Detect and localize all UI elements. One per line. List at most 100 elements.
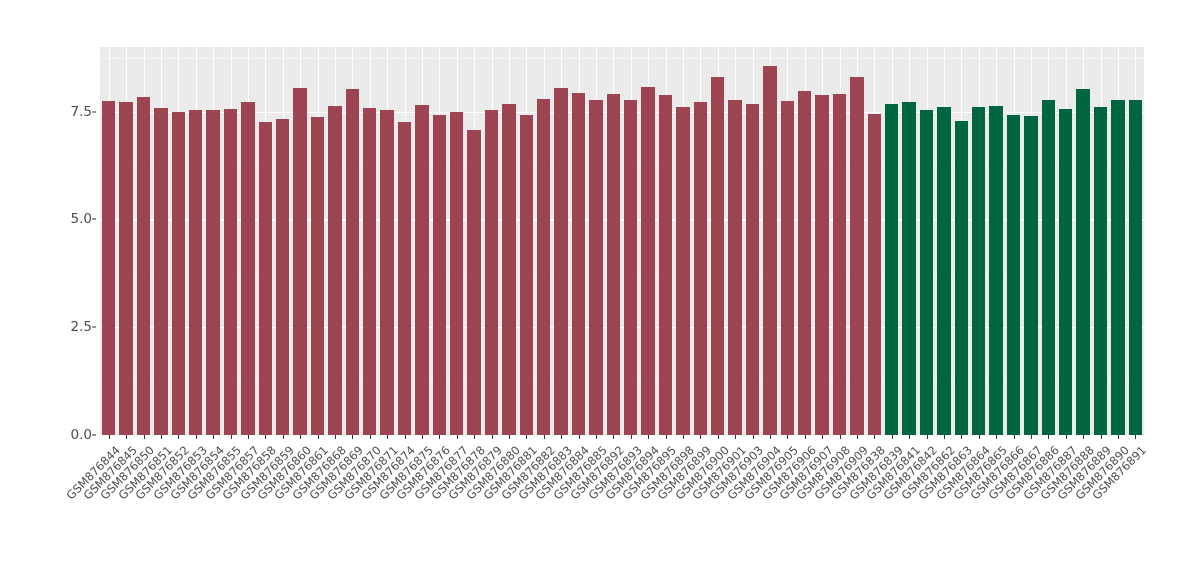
bar[interactable] — [415, 104, 429, 435]
bar[interactable] — [1076, 89, 1090, 435]
bar[interactable] — [1111, 100, 1125, 435]
bar[interactable] — [467, 129, 481, 435]
bar[interactable] — [397, 122, 412, 435]
x-axis-tick-mark — [508, 435, 510, 439]
x-axis-tick-mark — [213, 435, 215, 439]
bar[interactable] — [554, 87, 568, 435]
x-axis-tick-mark — [404, 435, 406, 439]
bar[interactable] — [902, 102, 916, 435]
bar[interactable] — [745, 103, 760, 435]
bar[interactable] — [189, 109, 203, 435]
bar[interactable] — [276, 119, 290, 435]
x-axis-tick-mark — [1030, 435, 1032, 439]
bar[interactable] — [537, 98, 551, 435]
x-axis-tick-mark — [1048, 435, 1050, 439]
bar[interactable] — [1041, 99, 1055, 435]
x-axis-tick-mark — [317, 435, 319, 439]
bar[interactable] — [763, 65, 777, 435]
x-axis-tick-mark — [578, 435, 580, 439]
bar[interactable] — [1128, 99, 1142, 435]
bar[interactable] — [1093, 106, 1108, 435]
x-axis-tick-mark — [856, 435, 858, 439]
x-axis-tick-mark — [143, 435, 145, 439]
bar[interactable] — [1024, 115, 1038, 435]
bar[interactable] — [937, 106, 951, 435]
bar[interactable] — [780, 101, 794, 435]
x-axis-tick-mark — [1083, 435, 1085, 439]
x-axis-tick-mark — [369, 435, 371, 439]
grid-line-minor — [100, 273, 1144, 275]
bar[interactable] — [223, 108, 238, 435]
bar[interactable] — [728, 99, 742, 435]
bar[interactable] — [693, 102, 707, 435]
plot-panel — [100, 47, 1144, 435]
bar[interactable] — [1059, 109, 1073, 435]
bar[interactable] — [589, 100, 603, 435]
bar[interactable] — [972, 107, 986, 435]
bar[interactable] — [641, 86, 655, 435]
bar[interactable] — [380, 109, 394, 435]
x-axis-tick-mark — [439, 435, 441, 439]
bar[interactable] — [136, 97, 151, 435]
x-axis-tick-marks — [100, 435, 1144, 441]
bar[interactable] — [241, 102, 255, 435]
bar[interactable] — [815, 95, 829, 435]
bar[interactable] — [258, 122, 272, 435]
bar[interactable] — [310, 116, 325, 435]
bar[interactable] — [798, 90, 812, 435]
bar[interactable] — [606, 94, 620, 435]
y-axis-tick-label: 0.0 — [70, 427, 92, 443]
bar[interactable] — [171, 111, 185, 435]
bar[interactable] — [658, 95, 673, 435]
bar[interactable] — [885, 103, 899, 435]
bar[interactable] — [832, 94, 847, 435]
bar[interactable] — [484, 109, 499, 435]
bar[interactable] — [1006, 115, 1021, 435]
x-axis-tick-mark — [1135, 435, 1137, 439]
x-axis-tick-mark — [108, 435, 110, 439]
bar[interactable] — [850, 76, 864, 435]
bar[interactable] — [154, 107, 168, 435]
y-axis-tick-mark — [92, 218, 96, 220]
x-axis-tick-mark — [1117, 435, 1119, 439]
bar[interactable] — [989, 105, 1003, 435]
x-axis-tick-mark — [909, 435, 911, 439]
bar[interactable] — [954, 121, 968, 435]
x-axis-tick-mark — [1065, 435, 1067, 439]
bar[interactable] — [502, 103, 516, 435]
x-axis-tick-mark — [700, 435, 702, 439]
x-axis-tick-mark — [300, 435, 302, 439]
bar[interactable] — [624, 99, 638, 435]
bar[interactable] — [919, 109, 934, 435]
bar[interactable] — [867, 113, 881, 435]
grid-line-major — [100, 219, 1144, 221]
x-axis-tick-mark — [891, 435, 893, 439]
bar[interactable] — [363, 107, 377, 435]
bar[interactable] — [293, 88, 307, 435]
x-axis-tick-mark — [804, 435, 806, 439]
x-axis-tick-mark — [996, 435, 998, 439]
x-axis-tick-mark — [126, 435, 128, 439]
bar[interactable] — [450, 112, 464, 435]
y-axis-tick-mark — [92, 111, 96, 113]
x-axis-tick-mark — [682, 435, 684, 439]
y-axis-tick-mark — [92, 434, 96, 436]
x-axis-tick-mark — [334, 435, 336, 439]
x-axis-tick-mark — [613, 435, 615, 439]
bar[interactable] — [206, 109, 220, 435]
bar[interactable] — [432, 115, 446, 435]
x-axis-tick-mark — [874, 435, 876, 439]
bar[interactable] — [102, 101, 116, 435]
bar[interactable] — [328, 105, 342, 435]
x-axis-tick-mark — [926, 435, 928, 439]
bar[interactable] — [571, 93, 586, 435]
bar[interactable] — [711, 77, 725, 435]
x-axis-tick-labels: GSM876844 GSM876845 GSM876850 GSM876851 GSM8… — [63, 441, 1149, 561]
x-axis-tick-mark — [717, 435, 719, 439]
bar[interactable] — [119, 102, 133, 435]
bar[interactable] — [519, 114, 533, 435]
bar[interactable] — [676, 107, 690, 435]
x-axis-tick-mark — [752, 435, 754, 439]
bar[interactable] — [345, 89, 359, 435]
